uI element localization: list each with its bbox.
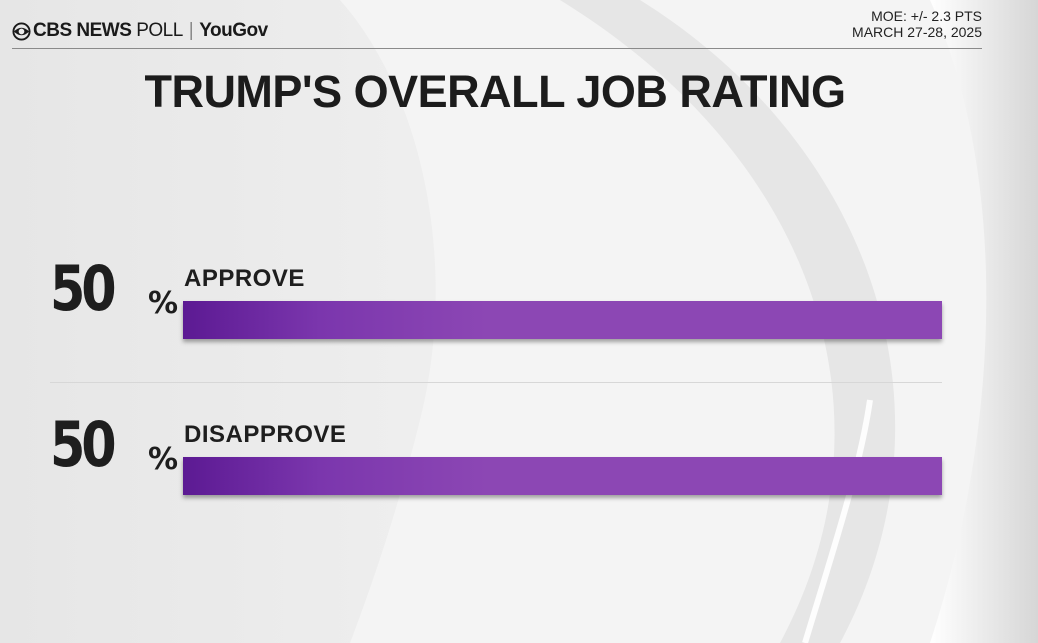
- value-number-approve: 50: [50, 252, 117, 325]
- value-label-approve: 50%: [50, 252, 178, 325]
- percent-sign-disapprove: %: [148, 442, 179, 477]
- margin-of-error: MOE: +/- 2.3 PTS: [871, 8, 982, 24]
- divider: [50, 382, 942, 383]
- header: CBS NEWS POLL | YouGov MOE: +/- 2.3 PTS MA…: [12, 8, 982, 49]
- category-label-approve: APPROVE: [184, 265, 305, 292]
- value-number-disapprove: 50: [50, 408, 117, 481]
- cbs-eye-icon: [12, 21, 31, 41]
- bar-approve: [183, 301, 942, 339]
- poll-info: MOE: +/- 2.3 PTS MARCH 27-28, 2025: [852, 8, 982, 40]
- brand-poll: POLL: [136, 20, 183, 41]
- brand-cbs: CBS NEWS: [33, 20, 132, 41]
- bar-disapprove: [183, 457, 942, 495]
- percent-sign-approve: %: [148, 286, 179, 321]
- chart-title: TRUMP'S OVERALL JOB RATING: [144, 66, 846, 117]
- category-label-disapprove: DISAPPROVE: [184, 421, 347, 448]
- brand-separator: |: [188, 20, 194, 41]
- bar-track-disapprove: [183, 457, 942, 495]
- poll-date: MARCH 27-28, 2025: [852, 24, 982, 40]
- brand: CBS NEWS POLL | YouGov: [12, 20, 268, 42]
- value-label-disapprove: 50%: [50, 408, 178, 481]
- brand-yougov: YouGov: [199, 20, 268, 41]
- bar-track-approve: [183, 301, 942, 339]
